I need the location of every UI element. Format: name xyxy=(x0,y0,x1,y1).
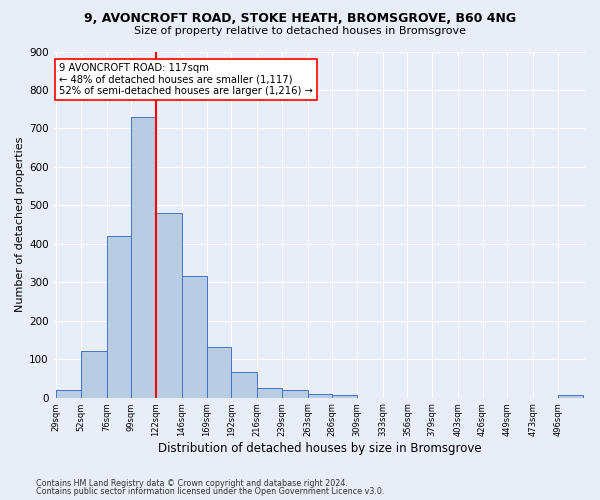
Bar xyxy=(558,394,583,398)
Bar xyxy=(282,390,308,398)
Title: 9, AVONCROFT ROAD, STOKE HEATH, BROMSGROVE, B60 4NG
Size of property relative to: 9, AVONCROFT ROAD, STOKE HEATH, BROMSGRO… xyxy=(0,499,1,500)
Y-axis label: Number of detached properties: Number of detached properties xyxy=(15,137,25,312)
Bar xyxy=(231,372,257,398)
Bar xyxy=(131,117,156,398)
Bar xyxy=(81,350,107,398)
Bar xyxy=(107,236,131,398)
Bar xyxy=(332,394,357,398)
Bar xyxy=(257,388,282,398)
Bar xyxy=(308,394,332,398)
Text: Size of property relative to detached houses in Bromsgrove: Size of property relative to detached ho… xyxy=(134,26,466,36)
Text: Contains public sector information licensed under the Open Government Licence v3: Contains public sector information licen… xyxy=(36,487,385,496)
X-axis label: Distribution of detached houses by size in Bromsgrove: Distribution of detached houses by size … xyxy=(158,442,481,455)
Text: 9 AVONCROFT ROAD: 117sqm
← 48% of detached houses are smaller (1,117)
52% of sem: 9 AVONCROFT ROAD: 117sqm ← 48% of detach… xyxy=(59,63,313,96)
Bar xyxy=(56,390,81,398)
Text: Contains HM Land Registry data © Crown copyright and database right 2024.: Contains HM Land Registry data © Crown c… xyxy=(36,478,348,488)
Bar xyxy=(156,213,182,398)
Bar xyxy=(206,347,231,398)
Text: 9, AVONCROFT ROAD, STOKE HEATH, BROMSGROVE, B60 4NG: 9, AVONCROFT ROAD, STOKE HEATH, BROMSGRO… xyxy=(84,12,516,26)
Bar xyxy=(182,276,206,398)
